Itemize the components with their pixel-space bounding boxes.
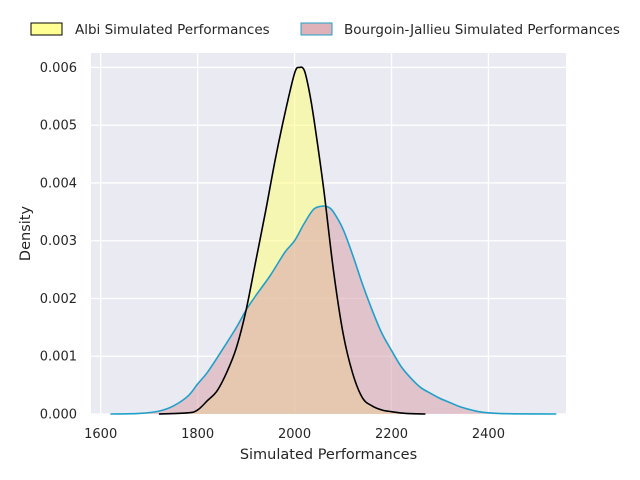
series-1-line	[110, 205, 557, 415]
x-tick-label: 2000	[278, 427, 311, 442]
legend-swatch-1	[300, 22, 333, 36]
y-tick-label: 0.006	[40, 61, 77, 76]
x-axis-label: Simulated Performances	[240, 447, 417, 463]
y-axis-ticks: 0.000 0.001 0.002 0.003 0.004 0.005 0.006	[40, 61, 77, 423]
series-0-area	[158, 67, 426, 415]
x-axis-ticks: 1600 1800 2000 2200 2400	[84, 427, 505, 442]
legend-swatch-0	[30, 22, 63, 36]
series-1-area	[110, 205, 557, 414]
x-tick-label: 2200	[375, 427, 408, 442]
y-axis-label: Density	[18, 206, 34, 262]
y-tick-label: 0.005	[40, 119, 77, 134]
legend-label-1: Bourgoin-Jallieu Simulated Performances	[344, 22, 620, 38]
legend-label-0: Albi Simulated Performances	[75, 22, 270, 38]
y-tick-label: 0.003	[40, 234, 77, 249]
legend: Albi Simulated Performances Bourgoin-Jall…	[30, 22, 620, 38]
x-tick-label: 1800	[181, 427, 214, 442]
y-tick-label: 0.004	[40, 176, 77, 191]
x-tick-label: 1600	[84, 427, 117, 442]
series-0-line	[158, 66, 426, 415]
x-tick-label: 2400	[472, 427, 505, 442]
y-tick-label: 0.000	[40, 408, 77, 423]
density-areas	[110, 66, 557, 415]
y-tick-label: 0.001	[40, 350, 77, 365]
y-tick-label: 0.002	[40, 292, 77, 307]
